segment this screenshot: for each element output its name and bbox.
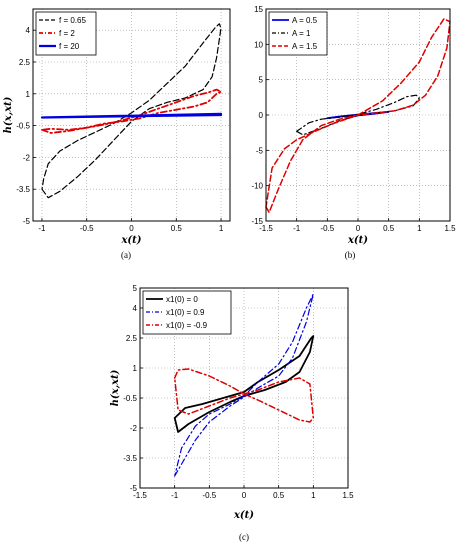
x-axis-label: x(t) (233, 510, 254, 521)
x-tick-label: -1 (171, 491, 179, 500)
legend-label: A = 1.5 (292, 42, 318, 51)
panel-c: -1.5 -1 -0.5 0 0.5 1 1.5 -5 -3.5 -2 -0.5 1 2.5 4 5 x(t)… (110, 284, 354, 542)
y-tick-label: -5 (256, 146, 264, 155)
x-tick-label: -1 (38, 224, 46, 233)
series-line (40, 112, 223, 119)
panel-b: -1.5 -1 -0.5 0 0.5 1 1.5 -15 -10 -5 0 5 10 15 x(t) A = … (251, 5, 456, 260)
series-line (41, 88, 222, 134)
y-tick-label: 4 (26, 26, 31, 35)
x-tick-label: -0.5 (80, 224, 94, 233)
y-tick-label: 2.5 (19, 58, 31, 67)
x-tick-label: 1.5 (342, 491, 354, 500)
x-tick-label: 1 (417, 224, 422, 233)
y-tick-label: -5 (23, 217, 31, 226)
x-tick-label: 1 (311, 491, 316, 500)
legend-label: x1(0) = -0.9 (166, 321, 208, 330)
y-tick-label: 4 (133, 304, 138, 313)
y-tick-label: -3.5 (123, 454, 137, 463)
x-tick-label: -1 (293, 224, 301, 233)
x-tick-label: 1 (219, 224, 224, 233)
legend-label: x1(0) = 0 (166, 295, 198, 304)
y-tick-label: -10 (251, 182, 263, 191)
x-axis-label: x(t) (120, 235, 141, 246)
x-tick-label: -1.5 (259, 224, 273, 233)
y-tick-label: 2.5 (126, 334, 138, 343)
y-tick-label: -0.5 (16, 122, 30, 131)
legend-label: A = 0.5 (292, 16, 318, 25)
series-line (173, 335, 315, 433)
panel-caption: (a) (121, 250, 131, 260)
x-tick-label: -0.5 (320, 224, 334, 233)
y-tick-label: 15 (254, 5, 263, 14)
y-axis-label: h(x,xt) (110, 369, 121, 406)
legend-label: f = 0.65 (59, 16, 86, 25)
x-axis-label: x(t) (347, 235, 368, 246)
panel-a: -1 -0.5 0 0.5 1 -5 -3.5 -2 -0.5 1 2.5 4 x(t) h(x,xt) f… (3, 8, 231, 260)
x-tick-label: -0.5 (202, 491, 216, 500)
y-tick-label: 1 (133, 364, 138, 373)
y-tick-label: 10 (254, 40, 263, 49)
panel-caption: (c) (239, 532, 249, 542)
legend-label: f = 2 (59, 29, 75, 38)
series-line (265, 18, 451, 214)
panel-caption: (b) (345, 250, 356, 260)
y-axis-label: h(x,xt) (3, 96, 14, 133)
series-line (173, 368, 315, 423)
y-tick-label: -3.5 (16, 185, 30, 194)
y-tick-label: 5 (259, 76, 264, 85)
x-tick-label: 0.5 (273, 491, 285, 500)
y-tick-label: -2 (23, 153, 31, 162)
x-tick-label: 0 (129, 224, 134, 233)
series-line (41, 23, 222, 199)
y-tick-label: 0 (259, 111, 264, 120)
y-tick-label: -2 (130, 424, 138, 433)
legend-label: x1(0) = 0.9 (166, 308, 205, 317)
series-line (174, 293, 314, 477)
y-tick-label: 5 (133, 284, 138, 293)
y-tick-label: -15 (251, 217, 263, 226)
y-tick-label: -5 (130, 484, 138, 493)
legend-label: f = 20 (59, 42, 80, 51)
legend-label: A = 1 (292, 29, 311, 38)
x-tick-label: 0.5 (383, 224, 395, 233)
x-tick-label: 0 (242, 491, 247, 500)
y-tick-label: 1 (26, 90, 31, 99)
x-tick-label: 1.5 (444, 224, 456, 233)
x-tick-label: 0.5 (171, 224, 183, 233)
x-tick-label: -1.5 (133, 491, 147, 500)
x-tick-label: 0 (356, 224, 361, 233)
y-tick-label: -0.5 (123, 394, 137, 403)
